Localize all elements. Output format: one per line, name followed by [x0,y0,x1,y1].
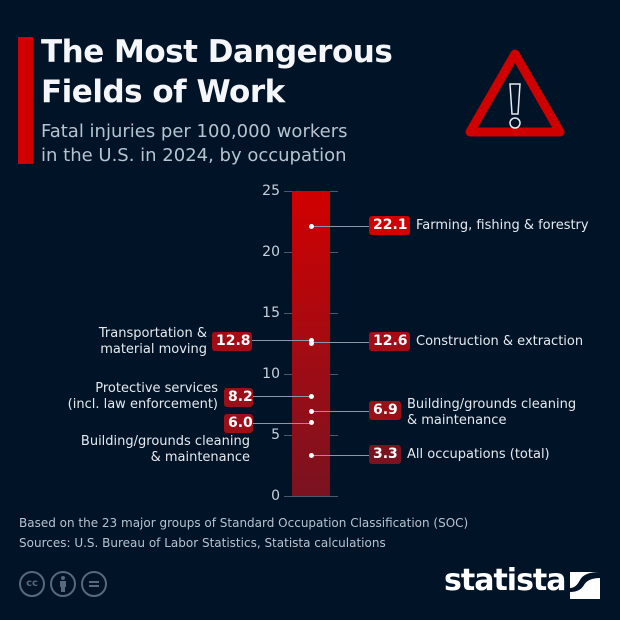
statista-logo-icon[interactable] [570,572,600,603]
value-badge-farming: 22.1 [369,216,410,235]
value-badge-transportation: 12.8 [212,332,252,351]
subtitle-line-2: in the U.S. in 2024, by occupation [41,145,347,166]
y-tick-25: 25 [262,183,280,199]
data-point [309,394,314,399]
sources: Sources: U.S. Bureau of Labor Statistics… [19,536,386,550]
label-line: & maintenance [407,413,507,428]
value-badge-building-right: 6.9 [369,401,401,420]
leader-line [311,226,369,227]
gridline [284,496,338,497]
no-derivatives-icon[interactable] [81,571,107,597]
footnote: Based on the 23 major groups of Standard… [19,516,469,530]
label-line: Building/grounds cleaning [407,397,577,412]
y-tick-5: 5 [271,427,280,443]
y-tick-10: 10 [262,366,280,382]
label-line: & maintenance [150,450,250,465]
y-tick-0: 0 [271,488,280,504]
subtitle: Fatal injuries per 100,000 workers in th… [41,120,401,168]
leader-line [253,423,312,424]
warning-triangle-icon [460,44,570,148]
label-farming: Farming, fishing & forestry [416,218,589,233]
attribution-icon[interactable] [50,571,76,597]
label-all-occupations: All occupations (total) [407,447,550,462]
label-line: (incl. law enforcement) [67,397,218,412]
title-accent-bar [18,37,33,164]
statista-logo-text[interactable]: statista [444,563,567,598]
label-construction: Construction & extraction [416,334,584,349]
value-badge-construction: 12.6 [369,332,410,351]
title-line-2: Fields of Work [41,74,285,110]
value-badge-building-left: 6.0 [224,414,253,433]
leader-line [311,411,369,412]
label-building-left: Building/grounds cleaning & maintenance [40,434,250,466]
cc-license-icon[interactable]: cc [19,571,45,597]
leader-line [311,455,369,456]
label-line: Protective services [95,381,218,396]
label-line: material moving [100,342,207,357]
data-point [309,453,314,458]
label-building-right: Building/grounds cleaning & maintenance [407,397,576,429]
leader-line [253,396,312,397]
y-tick-20: 20 [262,244,280,260]
title-line-1: The Most Dangerous [41,34,393,70]
data-point [309,341,314,346]
data-point [309,420,314,425]
label-line: Building/grounds cleaning [80,434,250,449]
label-transportation: Transportation & material moving [40,326,207,358]
data-point [309,409,314,414]
value-badge-protective: 8.2 [224,388,253,407]
leader-line [311,342,369,343]
page-title: The Most Dangerous Fields of Work [41,32,441,112]
label-line: Transportation & [98,326,207,341]
y-tick-15: 15 [262,305,280,321]
value-badge-all: 3.3 [369,445,401,464]
label-protective: Protective services (incl. law enforceme… [40,381,218,413]
subtitle-line-1: Fatal injuries per 100,000 workers [41,121,348,142]
leader-line [252,340,312,341]
data-point [309,338,314,343]
data-point [309,224,314,229]
